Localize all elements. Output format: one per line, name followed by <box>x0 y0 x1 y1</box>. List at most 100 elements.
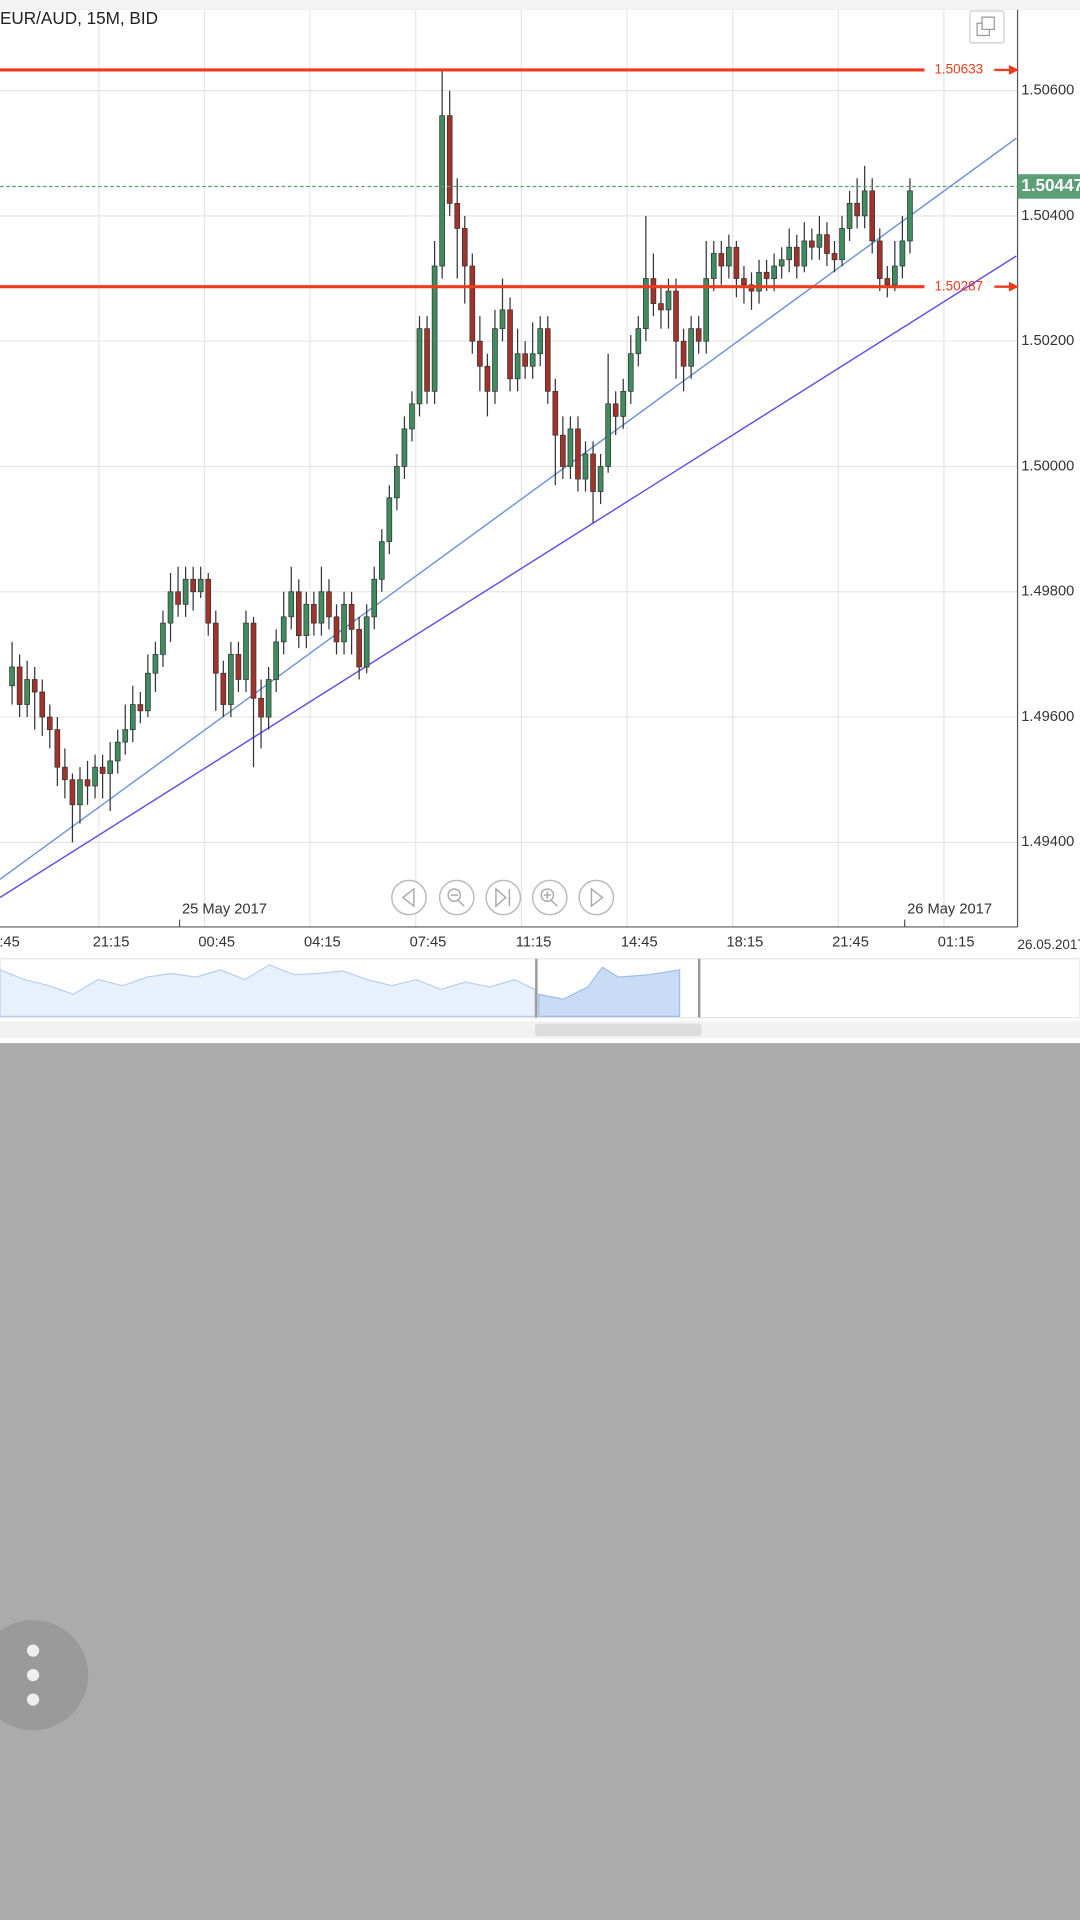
candle-body <box>363 616 370 668</box>
candle-body <box>907 190 913 242</box>
candle-body <box>605 403 611 467</box>
candle-body <box>756 271 762 292</box>
candle-body <box>454 203 461 229</box>
candle-body <box>726 246 732 267</box>
candle-body <box>182 578 189 605</box>
x-tick-label: 7:45 <box>0 935 20 951</box>
candle-body <box>69 779 76 806</box>
candle-body <box>333 616 340 643</box>
candle-body <box>809 240 815 248</box>
candle-body <box>499 309 506 330</box>
y-tick-label: 1.50600 <box>1021 82 1074 98</box>
candle-body <box>469 265 476 342</box>
candle-body <box>175 591 181 605</box>
date-label: 25 May 2017 <box>182 902 267 918</box>
reset-button[interactable] <box>485 879 522 916</box>
candle-body <box>786 246 793 261</box>
candle-body <box>650 278 657 304</box>
candle-body <box>492 328 498 392</box>
candle-body <box>197 578 204 593</box>
y-tick-label: 1.49600 <box>1021 709 1074 725</box>
zoom-in-button[interactable] <box>531 879 568 916</box>
candle-body <box>212 622 219 674</box>
x-tick-label: 21:45 <box>832 935 869 951</box>
candle-body <box>582 453 589 480</box>
navigator[interactable] <box>0 958 1080 1039</box>
candle-body <box>190 578 196 593</box>
candle-body <box>265 679 272 718</box>
candle-body <box>612 403 619 417</box>
candle-body <box>167 591 174 624</box>
candle-body <box>39 691 46 718</box>
candle-body <box>703 278 710 342</box>
candle-body <box>394 466 400 499</box>
x-tick-label: 14:45 <box>621 935 658 951</box>
candle-body <box>92 766 98 787</box>
x-tick-label: 11:15 <box>516 935 552 951</box>
candle-body <box>46 716 53 730</box>
candle-body <box>673 290 679 342</box>
y-tick-label: 1.50000 <box>1021 458 1074 474</box>
candle-body <box>861 190 868 217</box>
y-tick-label: 1.50400 <box>1021 208 1074 224</box>
candle-body <box>846 203 853 229</box>
candle-body <box>160 622 166 655</box>
candle-body <box>627 353 634 392</box>
trendline <box>0 255 1017 899</box>
candle-body <box>658 303 664 311</box>
level-label: 1.50633 <box>934 61 983 76</box>
candle-body <box>522 353 528 367</box>
scroll-right-button[interactable] <box>578 879 615 916</box>
candle-body <box>514 353 521 380</box>
chart-title: EUR/AUD, 15M, BID <box>0 8 158 28</box>
candle-body <box>273 641 279 680</box>
candle-body <box>839 228 845 261</box>
zoom-out-button[interactable] <box>438 879 475 916</box>
current-price-box <box>1017 174 1080 199</box>
candle-body <box>409 403 415 430</box>
candle-body <box>205 578 212 624</box>
candle-body <box>778 259 785 267</box>
date-label: 26 May 2017 <box>907 902 992 918</box>
y-tick-label: 1.50200 <box>1021 333 1074 349</box>
candle-body <box>235 654 242 680</box>
expand-button[interactable] <box>969 10 1005 44</box>
candle-body <box>62 766 68 781</box>
candle-body <box>303 603 310 637</box>
x-tick-label: 00:45 <box>198 935 235 951</box>
candle-body <box>544 328 551 392</box>
y-tick-label: 1.49800 <box>1021 584 1074 600</box>
candle-body <box>869 190 876 242</box>
candle-body <box>680 340 687 367</box>
candle-body <box>733 246 740 279</box>
candle-body <box>537 328 544 355</box>
candle-body <box>152 654 159 674</box>
candle-body <box>386 497 393 543</box>
level-label: 1.50287 <box>934 278 983 293</box>
x-tick-label: 01:15 <box>938 935 975 951</box>
candle-body <box>348 603 355 630</box>
candle-body <box>122 729 129 743</box>
candle-body <box>258 697 264 718</box>
candle-body <box>710 253 717 279</box>
x-tick-label: 18:15 <box>726 935 763 951</box>
menu-fab[interactable] <box>0 1620 89 1731</box>
candle-body <box>695 328 702 342</box>
candle-body <box>77 779 83 806</box>
candle-body <box>552 390 559 436</box>
current-price-label: 1.50447 <box>1021 175 1080 195</box>
candle-body <box>575 428 581 480</box>
scroll-left-button[interactable] <box>391 879 427 916</box>
candle-body <box>250 622 257 699</box>
candle-body <box>665 290 672 311</box>
candle-body <box>416 328 423 405</box>
level-arrowhead <box>1008 65 1019 75</box>
candle-body <box>560 434 566 467</box>
candle-body <box>801 240 808 267</box>
candle-body <box>876 240 883 279</box>
candle-body <box>288 591 295 618</box>
candle-body <box>107 760 113 774</box>
candle-body <box>371 578 378 618</box>
